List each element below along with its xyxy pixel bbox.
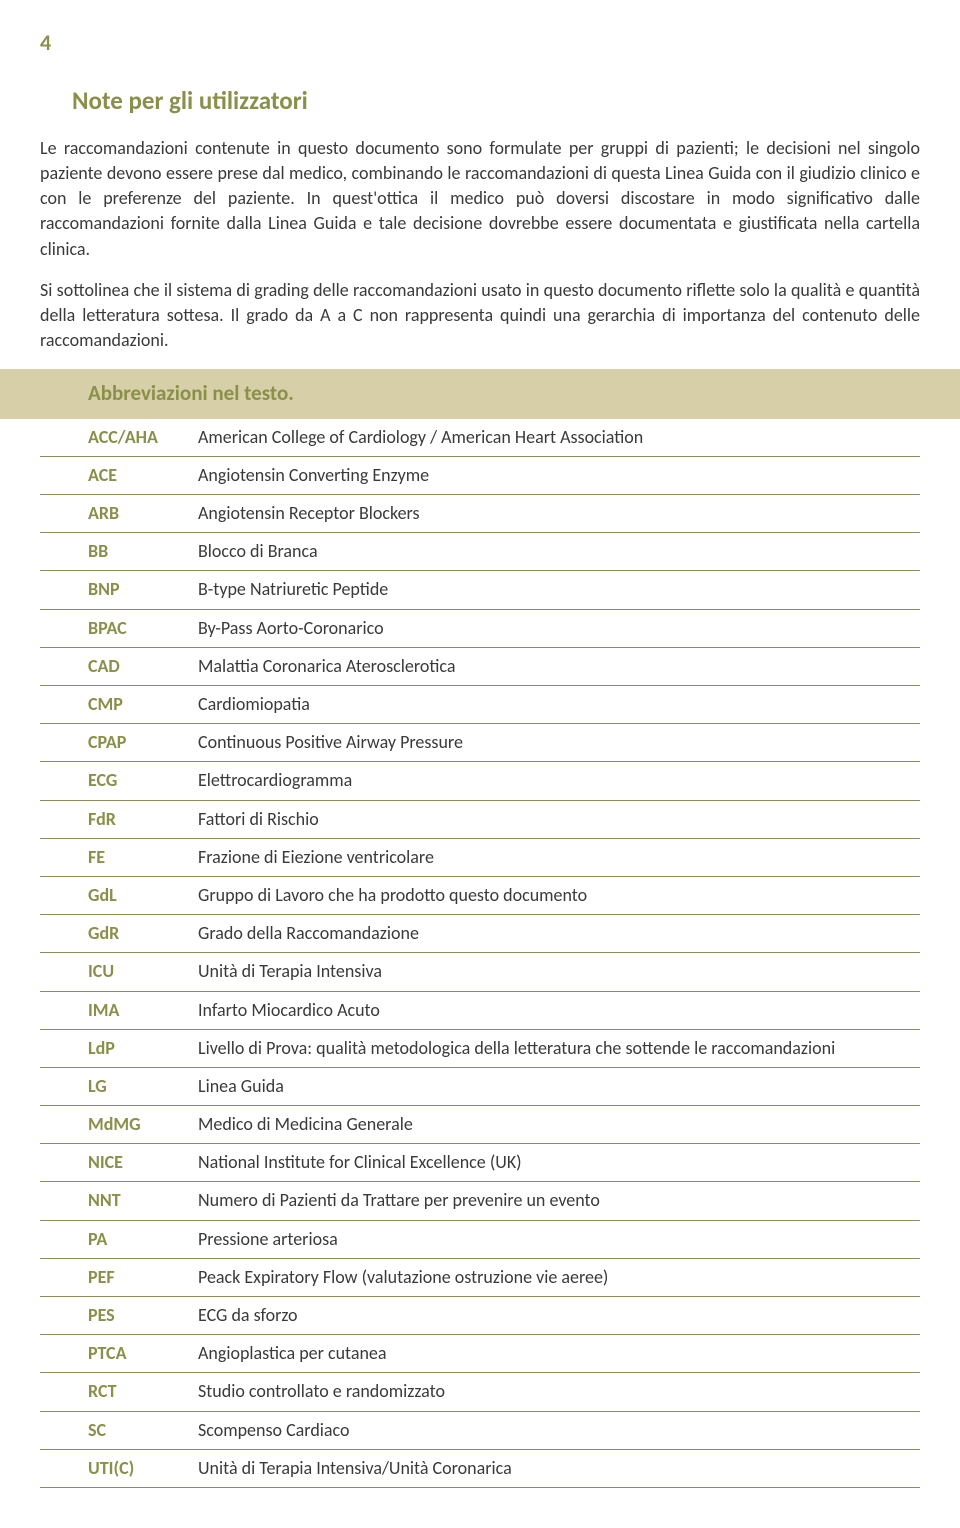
abbrev-term: GdL [88,883,198,908]
abbrev-row: BPACBy-Pass Aorto-Coronarico [40,610,920,648]
abbrev-term: ECG [88,768,198,793]
abbrev-row: PTCAAngioplastica per cutanea [40,1335,920,1373]
abbrev-row: LdPLivello di Prova: qualità metodologic… [40,1030,920,1068]
abbrev-row: SCScompenso Cardiaco [40,1412,920,1450]
paragraph-2: Si sottolinea che il sistema di grading … [40,278,920,354]
abbrev-definition: Frazione di Eiezione ventricolare [198,845,920,870]
abbrev-row: FEFrazione di Eiezione ventricolare [40,839,920,877]
abbrev-term: BNP [88,577,198,602]
abbrev-row: CADMalattia Coronarica Aterosclerotica [40,648,920,686]
abbrev-row: PEFPeack Expiratory Flow (valutazione os… [40,1259,920,1297]
abbrev-definition: Malattia Coronarica Aterosclerotica [198,654,920,679]
abbrev-term: FE [88,845,198,870]
abbrev-row: GdRGrado della Raccomandazione [40,915,920,953]
abbrev-definition: Infarto Miocardico Acuto [198,998,920,1023]
abbrev-row: CMPCardiomiopatia [40,686,920,724]
abbrev-row: FdRFattori di Rischio [40,801,920,839]
abbrev-definition: Medico di Medicina Generale [198,1112,920,1137]
abbrev-row: RCTStudio controllato e randomizzato [40,1373,920,1411]
abbrev-row: MdMGMedico di Medicina Generale [40,1106,920,1144]
abbrev-row: IMAInfarto Miocardico Acuto [40,992,920,1030]
abbrev-definition: Elettrocardiogramma [198,768,920,793]
abbrev-definition: Unità di Terapia Intensiva [198,959,920,984]
abbrev-definition: Angioplastica per cutanea [198,1341,920,1366]
abbrev-row: GdLGruppo di Lavoro che ha prodotto ques… [40,877,920,915]
abbrev-term: CPAP [88,730,198,755]
abbrev-definition: Grado della Raccomandazione [198,921,920,946]
section-title: Note per gli utilizzatori [72,83,920,118]
abbrev-definition: Numero di Pazienti da Trattare per preve… [198,1188,920,1213]
abbrev-definition: Cardiomiopatia [198,692,920,717]
abbrev-term: PES [88,1303,198,1328]
abbrev-term: UTI(C) [88,1456,198,1481]
abbrev-row: PAPressione arteriosa [40,1221,920,1259]
abbrev-term: SC [88,1418,198,1443]
abbrev-definition: B-type Natriuretic Peptide [198,577,920,602]
abbrev-definition: Peack Expiratory Flow (valutazione ostru… [198,1265,920,1290]
page-container: 4 Note per gli utilizzatori Le raccomand… [0,0,960,1528]
abbrev-term: BB [88,539,198,564]
abbrev-term: RCT [88,1379,198,1404]
abbrev-row: ECGElettrocardiogramma [40,762,920,800]
abbrev-term: ICU [88,959,198,984]
abbrev-term: ARB [88,501,198,526]
abbrev-term: ACC/AHA [88,425,198,450]
abbrev-definition: Linea Guida [198,1074,920,1099]
abbrev-definition: Continuous Positive Airway Pressure [198,730,920,755]
abbrev-term: BPAC [88,616,198,641]
abbrev-row: BBBlocco di Branca [40,533,920,571]
abbrev-term: LdP [88,1036,198,1061]
abbrev-definition: Unità di Terapia Intensiva/Unità Coronar… [198,1456,920,1481]
abbrev-term: CMP [88,692,198,717]
abbrev-row: NNTNumero di Pazienti da Trattare per pr… [40,1182,920,1220]
abbrev-term: LG [88,1074,198,1099]
abbreviations-header: Abbreviazioni nel testo. [0,369,960,418]
abbrev-definition: Angiotensin Receptor Blockers [198,501,920,526]
abbrev-definition: Gruppo di Lavoro che ha prodotto questo … [198,883,920,908]
abbrev-row: PESECG da sforzo [40,1297,920,1335]
abbrev-term: IMA [88,998,198,1023]
abbrev-row: NICENational Institute for Clinical Exce… [40,1144,920,1182]
abbrev-definition: American College of Cardiology / America… [198,425,920,450]
abbrev-term: NNT [88,1188,198,1213]
abbrev-term: PEF [88,1265,198,1290]
abbrev-row: LGLinea Guida [40,1068,920,1106]
abbrev-term: ACE [88,463,198,488]
abbrev-definition: Scompenso Cardiaco [198,1418,920,1443]
abbrev-row: ACC/AHAAmerican College of Cardiology / … [40,419,920,457]
abbrev-term: CAD [88,654,198,679]
abbrev-definition: Angiotensin Converting Enzyme [198,463,920,488]
abbrev-row: ICUUnità di Terapia Intensiva [40,953,920,991]
abbreviations-table: ACC/AHAAmerican College of Cardiology / … [40,419,920,1488]
abbrev-term: GdR [88,921,198,946]
abbrev-definition: Fattori di Rischio [198,807,920,832]
abbrev-definition: By-Pass Aorto-Coronarico [198,616,920,641]
abbrev-term: MdMG [88,1112,198,1137]
abbrev-term: PA [88,1227,198,1252]
abbrev-term: NICE [88,1150,198,1175]
page-number: 4 [40,28,920,59]
abbrev-term: FdR [88,807,198,832]
abbrev-definition: Studio controllato e randomizzato [198,1379,920,1404]
paragraph-1: Le raccomandazioni contenute in questo d… [40,136,920,262]
abbrev-definition: National Institute for Clinical Excellen… [198,1150,920,1175]
abbrev-row: CPAPContinuous Positive Airway Pressure [40,724,920,762]
abbrev-row: UTI(C)Unità di Terapia Intensiva/Unità C… [40,1450,920,1488]
abbrev-row: ACEAngiotensin Converting Enzyme [40,457,920,495]
abbrev-definition: ECG da sforzo [198,1303,920,1328]
abbrev-definition: Pressione arteriosa [198,1227,920,1252]
abbrev-definition: Livello di Prova: qualità metodologica d… [198,1036,920,1061]
abbrev-row: ARBAngiotensin Receptor Blockers [40,495,920,533]
abbrev-row: BNPB-type Natriuretic Peptide [40,571,920,609]
abbrev-term: PTCA [88,1341,198,1366]
abbrev-definition: Blocco di Branca [198,539,920,564]
